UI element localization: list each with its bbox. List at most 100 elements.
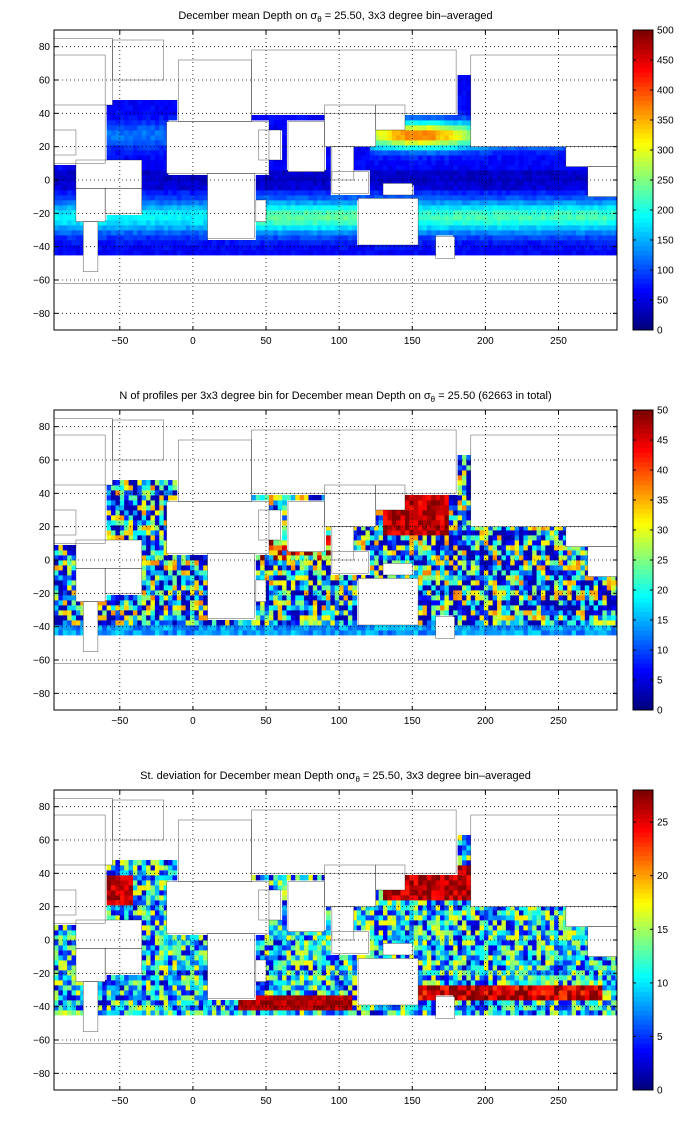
heatmap-cell [154,490,160,496]
heatmap-cell [260,495,265,501]
heatmap-cell [286,610,292,616]
heatmap-cell [457,515,463,521]
heatmap-cell [387,145,393,151]
heatmap-cell [365,525,371,531]
heatmap-cell [589,595,595,601]
heatmap-cell [418,175,423,181]
heatmap-cell [58,250,64,256]
heatmap-cell [396,135,401,141]
heatmap-cell [282,250,287,256]
heatmap-cell [453,200,459,206]
heatmap-cell [282,170,287,176]
heatmap-cell [211,625,217,631]
heatmap-cell [168,205,173,211]
heatmap-cell [339,195,344,201]
heatmap-cell [176,190,182,196]
heatmap-cell [426,155,432,161]
heatmap-cell [62,205,68,211]
heatmap-cell [418,610,423,616]
heatmap-cell [545,610,551,616]
heatmap-cell [286,595,292,601]
heatmap-cell [558,155,564,161]
heatmap-cell [268,540,274,546]
heatmap-cell [426,195,432,201]
heatmap-cell [80,225,86,231]
heatmap-cell [549,595,555,601]
heatmap-cell [475,555,480,561]
heatmap-cell [396,195,401,201]
heatmap-cell [54,230,59,236]
heatmap-cell [365,155,371,161]
heatmap-cell [483,205,489,211]
heatmap-cell [501,210,507,216]
heatmap-cell [514,210,520,216]
heatmap-cell [347,595,353,601]
heatmap-cell [540,235,546,241]
heatmap-cell [602,580,608,586]
land-mass [375,485,405,510]
heatmap-cell [510,195,516,201]
heatmap-cell [211,630,217,636]
colorbar-step [633,550,653,556]
heatmap-cell [67,200,72,206]
heatmap-cell [580,550,586,556]
heatmap-cell [203,205,208,211]
heatmap-cell [457,125,463,131]
heatmap-cell [67,615,72,621]
heatmap-cell [198,600,204,606]
heatmap-cell [540,525,546,531]
heatmap-cell [150,620,156,626]
heatmap-cell [523,535,529,541]
heatmap-cell [330,215,336,221]
heatmap-cell [356,195,362,201]
colorbar-step [633,320,653,326]
heatmap-cell [615,620,617,626]
heatmap-cell [268,545,274,551]
heatmap-cell [255,240,261,246]
heatmap-cell [576,180,581,186]
heatmap-cell [510,605,516,611]
heatmap-cell [527,575,533,581]
heatmap-cell [479,595,485,601]
heatmap-cell [334,250,340,256]
heatmap-cell [461,595,467,601]
heatmap-cell [418,565,423,571]
heatmap-cell [611,240,616,246]
x-tick-label: 50 [260,716,272,727]
heatmap-cell [519,550,524,556]
heatmap-cell [229,625,235,631]
heatmap-cell [383,130,388,136]
heatmap-cell [119,250,125,256]
heatmap-cell [532,210,537,216]
heatmap-cell [549,530,555,536]
heatmap-cell [466,120,472,126]
heatmap-cell [519,235,524,241]
heatmap-cell [580,225,586,231]
heatmap-cell [383,170,388,176]
heatmap-cell [558,220,564,226]
heatmap-cell [282,500,287,506]
heatmap-cell [115,240,121,246]
heatmap-cell [58,230,64,236]
heatmap-cell [325,165,331,171]
heatmap-cell [510,600,516,606]
colorbar-tick-label: 25 [657,556,669,567]
heatmap-cell [369,155,375,161]
heatmap-cell [396,165,401,171]
heatmap-cell [238,250,244,256]
heatmap-cell [440,215,445,221]
heatmap-cell [159,135,165,141]
heatmap-cell [106,240,112,246]
heatmap-cell [132,520,138,526]
heatmap-cell [172,100,178,106]
heatmap-cell [440,145,445,151]
heatmap-cell [172,185,178,191]
colorbar-step [633,663,653,669]
heatmap-cell [190,210,195,216]
heatmap-cell [519,180,524,186]
heatmap-cell [558,615,564,621]
heatmap-cell [141,555,147,561]
heatmap-cell [453,195,459,201]
heatmap-cell [422,580,428,586]
heatmap-cell [273,550,279,556]
